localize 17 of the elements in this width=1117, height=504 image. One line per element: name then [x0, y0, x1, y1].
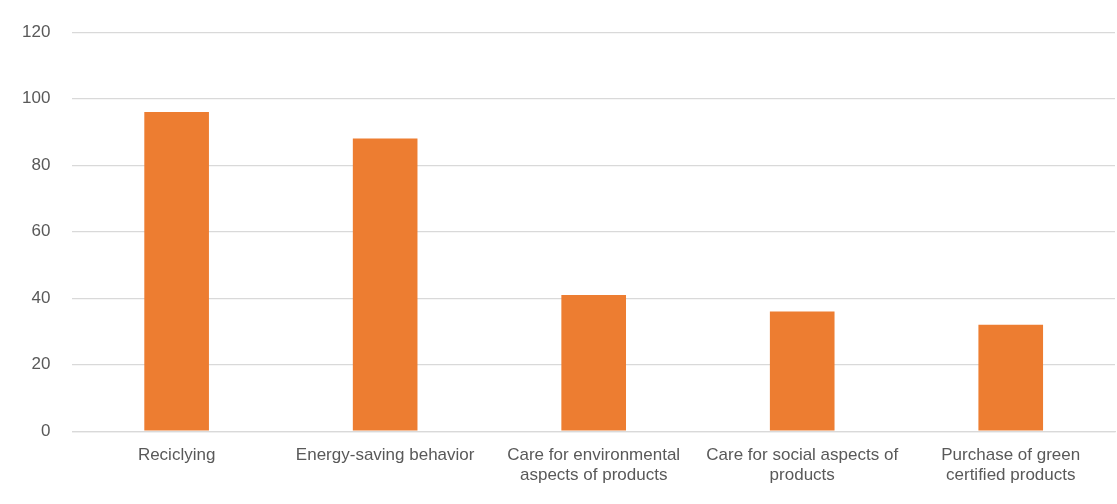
x-tick-label: Care for social aspects of products — [706, 445, 899, 485]
y-tick-label: 20 — [31, 354, 51, 374]
bar — [978, 324, 1044, 431]
y-tick-label: 60 — [31, 221, 51, 241]
y-tick-label: 80 — [31, 154, 51, 174]
bar — [352, 138, 418, 431]
y-tick-label: 0 — [40, 420, 51, 440]
bar — [561, 294, 626, 431]
x-tick-label: Care for environmental aspects of products — [507, 445, 681, 485]
bar — [144, 112, 209, 431]
x-tick-label: Reciclying — [137, 445, 216, 465]
y-tick-label: 100 — [21, 88, 51, 108]
y-tick-label: 40 — [31, 287, 51, 307]
bar — [769, 311, 835, 431]
y-tick-label: 120 — [21, 21, 51, 41]
x-tick-label: Purchase of green certified products — [941, 445, 1081, 485]
x-tick-label: Energy-saving behavior — [295, 445, 475, 465]
